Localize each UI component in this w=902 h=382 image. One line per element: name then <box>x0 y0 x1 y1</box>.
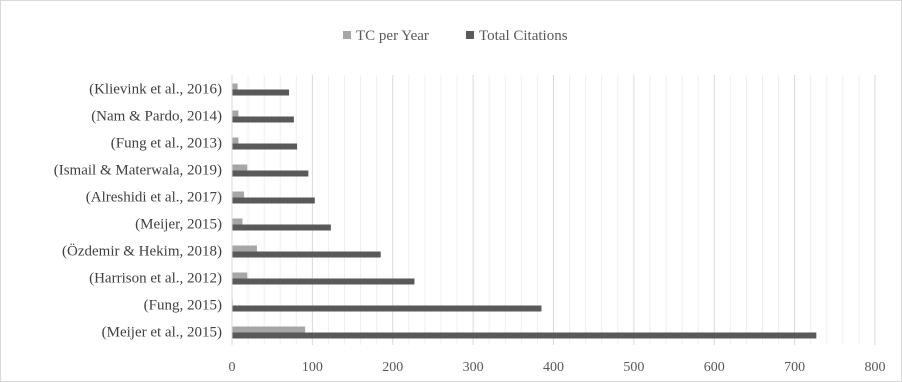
legend-label-tc-per-year: TC per Year <box>356 28 429 44</box>
bar-total-citations <box>232 143 298 150</box>
x-tick-label: 800 <box>865 360 886 375</box>
bar-total-citations <box>232 197 315 204</box>
category-label: (Meijer, 2015) <box>135 217 222 233</box>
bar-total-citations <box>232 278 415 285</box>
bar-tc-per-year <box>232 218 243 225</box>
x-tick-labels: 0 100 200 300 400 500 600 700 800 <box>229 360 886 375</box>
bar-tc-per-year <box>232 245 257 252</box>
x-tick-label: 400 <box>543 360 564 375</box>
bar-total-citations <box>232 224 331 231</box>
category-label: (Fung et al., 2013) <box>111 136 222 152</box>
x-tick-label: 200 <box>382 360 403 375</box>
legend-label-total-citations: Total Citations <box>479 28 568 44</box>
x-tick-label: 500 <box>623 360 644 375</box>
bar-tc-per-year <box>232 83 238 90</box>
category-label: (Fung, 2015) <box>144 298 222 314</box>
x-tick-label: 100 <box>302 360 323 375</box>
x-tick-label: 600 <box>704 360 725 375</box>
bar-tc-per-year <box>232 272 248 279</box>
category-label: (Nam & Pardo, 2014) <box>91 109 222 125</box>
bar-total-citations <box>232 170 309 177</box>
bar-total-citations <box>232 305 542 312</box>
category-label: (Özdemir & Hekim, 2018) <box>62 243 222 260</box>
x-tick-label: 0 <box>229 360 236 375</box>
bar-tc-per-year <box>232 110 239 117</box>
category-label: (Meijer et al., 2015) <box>102 325 222 341</box>
bar-total-citations <box>232 251 381 258</box>
category-label: (Harrison et al., 2012) <box>89 271 222 287</box>
bar-tc-per-year <box>232 191 245 198</box>
bar-total-citations <box>232 116 294 123</box>
category-label: (Klievink et al., 2016) <box>89 82 222 98</box>
bar-total-citations <box>232 332 817 339</box>
legend: TC per Year Total Citations <box>343 28 568 44</box>
category-label: (Alreshidi et al., 2017) <box>86 190 222 206</box>
x-tick-label: 300 <box>463 360 484 375</box>
bar-total-citations <box>232 89 290 96</box>
x-tick-label: 700 <box>784 360 805 375</box>
legend-swatch-tc-per-year <box>343 31 351 39</box>
bar-tc-per-year <box>232 326 306 333</box>
bar-tc-per-year <box>232 137 239 144</box>
bars <box>232 83 817 339</box>
category-labels: (Meijer et al., 2015) (Fung, 2015) (Harris… <box>54 82 222 341</box>
legend-swatch-total-citations <box>466 31 474 39</box>
gridlines <box>247 75 876 345</box>
bar-tc-per-year <box>232 164 248 171</box>
category-label: (Ismail & Materwala, 2019) <box>54 163 222 179</box>
